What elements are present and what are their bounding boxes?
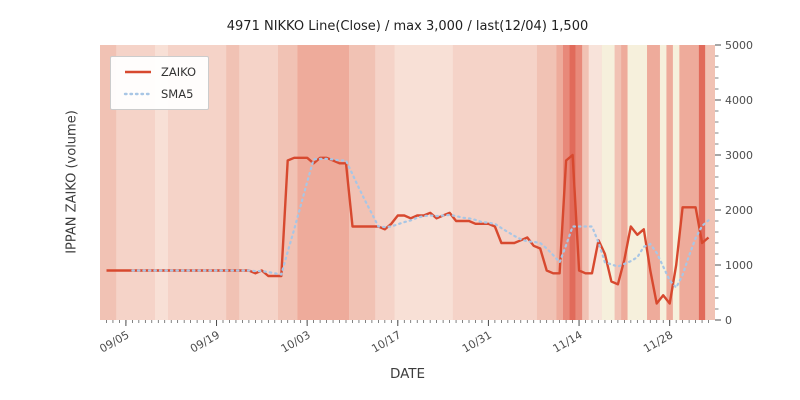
sma5-line bbox=[131, 157, 710, 290]
zaiko-line bbox=[106, 153, 710, 305]
x-tick-label: 10/03 bbox=[279, 328, 313, 355]
y-tick-label: 4000 bbox=[725, 94, 753, 107]
legend-label-zaiko: ZAIKO bbox=[161, 65, 197, 79]
background-band bbox=[569, 45, 576, 320]
background-band bbox=[297, 45, 350, 320]
background-band bbox=[614, 45, 622, 320]
x-axis-label: DATE bbox=[389, 366, 426, 382]
background-band bbox=[155, 45, 168, 320]
y-tick-label: 2000 bbox=[725, 204, 753, 217]
background-band bbox=[647, 45, 660, 320]
background-band bbox=[705, 45, 715, 320]
background-band bbox=[575, 45, 583, 320]
legend-item-zaiko: ZAIKO bbox=[123, 65, 196, 79]
background-band bbox=[226, 45, 240, 320]
background-band bbox=[349, 45, 376, 320]
background-band bbox=[621, 45, 628, 320]
background-band bbox=[582, 45, 589, 320]
x-tick-label: 10/31 bbox=[460, 328, 494, 355]
legend-label-sma5: SMA5 bbox=[161, 87, 194, 101]
background-band bbox=[100, 45, 117, 320]
legend-item-sma5: SMA5 bbox=[123, 87, 196, 101]
sma5-line-icon bbox=[123, 92, 153, 96]
background-band bbox=[698, 45, 706, 320]
background-band bbox=[536, 45, 557, 320]
y-tick-label: 1000 bbox=[725, 259, 753, 272]
x-tick-label: 10/17 bbox=[369, 328, 403, 355]
background-band bbox=[659, 45, 667, 320]
background-band bbox=[588, 45, 602, 320]
x-tick-label: 11/14 bbox=[551, 328, 585, 355]
x-tick-label: 11/28 bbox=[641, 328, 675, 355]
chart-title: 4971 NIKKO Line(Close) / max 3,000 / las… bbox=[226, 19, 589, 34]
background-band bbox=[556, 45, 563, 320]
x-tick-label: 09/05 bbox=[97, 328, 131, 355]
y-tick-label: 5000 bbox=[725, 39, 753, 52]
y-tick-label: 0 bbox=[725, 314, 732, 327]
background-band bbox=[627, 45, 648, 320]
background-band bbox=[278, 45, 298, 320]
background-band bbox=[672, 45, 680, 320]
zaiko-line-icon bbox=[125, 70, 151, 74]
y-axis-label: IPPAN ZAIKO (volume) bbox=[64, 110, 80, 254]
background-band bbox=[562, 45, 570, 320]
y-tick-label: 3000 bbox=[725, 149, 753, 162]
background-band bbox=[666, 45, 673, 320]
background-band bbox=[679, 45, 699, 320]
background-band bbox=[394, 45, 453, 320]
background-band bbox=[601, 45, 615, 320]
legend: ZAIKO SMA5 bbox=[110, 56, 210, 110]
x-tick-label: 09/19 bbox=[188, 328, 222, 355]
